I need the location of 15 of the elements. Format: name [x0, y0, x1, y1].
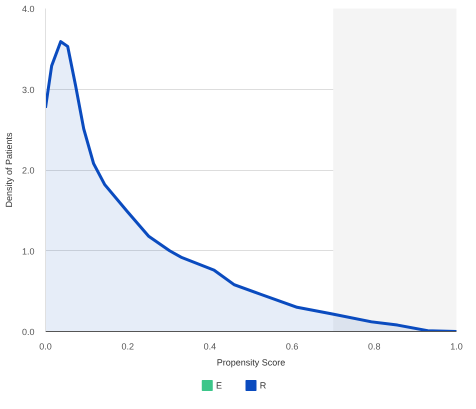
y-tick-label: 0.0: [22, 327, 35, 337]
legend-label: R: [260, 380, 267, 390]
legend-label: E: [216, 380, 222, 390]
x-tick-label: 1.0: [450, 342, 463, 352]
x-tick-label: 0.6: [286, 342, 298, 352]
y-tick-label: 2.0: [22, 166, 35, 176]
x-axis-title: Propensity Score: [216, 358, 286, 368]
y-tick-label: 4.0: [22, 4, 35, 14]
y-tick-label: 1.0: [22, 246, 35, 256]
y-tick-label: 3.0: [22, 84, 35, 95]
x-tick-label: 0.2: [121, 342, 134, 352]
x-tick-label: 0.4: [204, 342, 216, 352]
y-axis-title: Density of Patients: [4, 132, 14, 208]
x-tick-label: 0.0: [39, 342, 52, 352]
x-tick-label: 0.8: [368, 342, 381, 352]
